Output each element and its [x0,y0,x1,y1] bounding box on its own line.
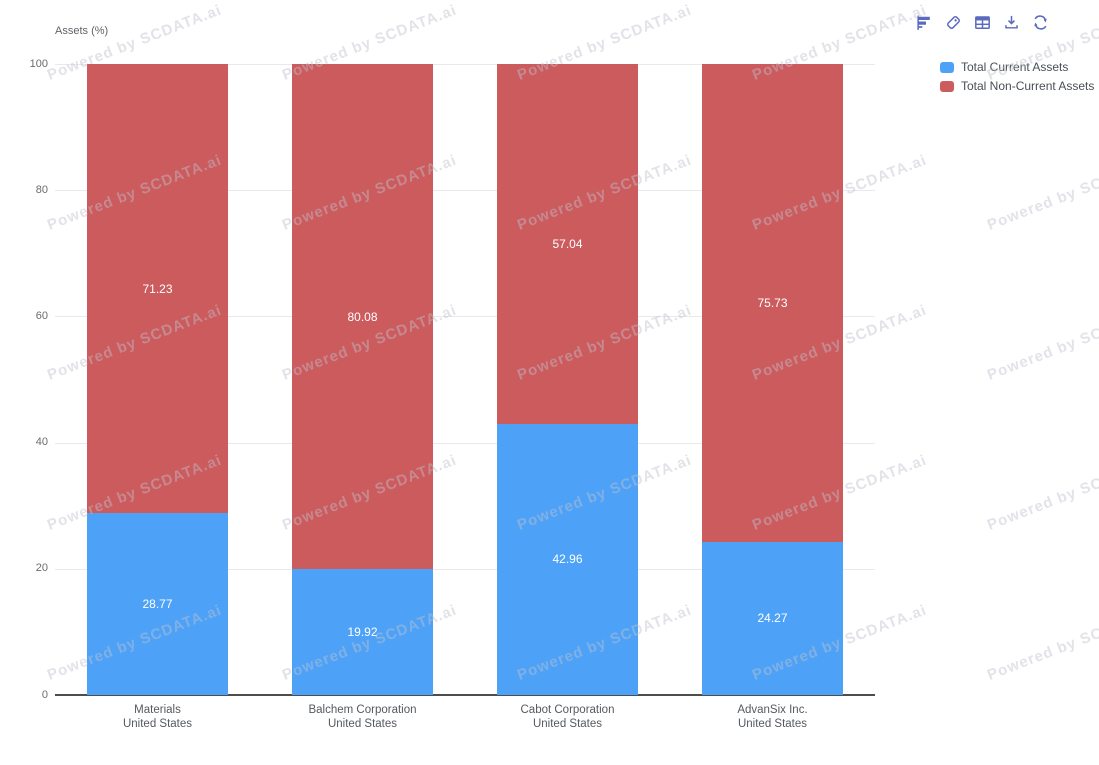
x-axis-label: Materials United States [48,703,268,732]
x-axis-label: Cabot Corporation United States [458,703,678,732]
bar-value-label: 75.73 [757,295,788,310]
bar-segment[interactable] [702,64,843,542]
watermark-text: Powered by SCDATA.ai [985,601,1099,684]
bar-segment[interactable] [497,423,638,695]
watermark-text: Powered by SCDATA.ai [985,151,1099,234]
x-axis-line [55,694,875,696]
x-axis-label-line: Balchem Corporation [308,704,417,716]
legend-item[interactable]: Total Non-Current Assets [940,79,1094,93]
legend: Total Current Assets Total Non-Current As… [940,60,1094,93]
bar-value-label: 80.08 [347,309,378,324]
gridline [55,190,875,192]
gridline [55,64,875,65]
gridline [55,568,875,570]
x-axis-label-line: United States [327,718,398,731]
y-tick-label: 0 [41,688,48,701]
watermark-text: Powered by SCDATA.ai [985,451,1099,534]
data-table-icon [974,15,990,29]
bar-value-label: 19.92 [347,625,378,640]
x-axis-label: Balchem Corporation United States [253,703,473,732]
x-axis-label-line: United States [122,718,193,731]
bar-segment[interactable] [497,64,638,424]
bar-value-label: 57.04 [552,236,583,251]
y-tick-label: 100 [29,57,48,70]
x-axis-label-line: United States [532,718,603,731]
y-tick-label: 20 [35,562,48,575]
horizontal-bar-chart-button[interactable] [915,13,933,31]
y-tick-label: 80 [35,183,48,196]
legend-item[interactable]: Total Current Assets [940,60,1094,74]
x-axis-label-line: AdvanSix Inc. [737,704,808,716]
x-axis-label-line: Materials [134,704,181,716]
tag-icon [946,15,960,29]
tag-button[interactable] [944,13,962,31]
gridline [55,442,875,444]
data-table-button[interactable] [973,13,991,31]
legend-swatch [940,61,954,73]
bar-segment[interactable] [87,64,228,514]
download-button[interactable] [1002,13,1020,31]
download-icon [1004,15,1018,29]
gridline [55,316,875,318]
bar-value-label: 71.23 [142,281,173,296]
x-axis-label: AdvanSix Inc. United States [663,703,883,732]
horizontal-bar-chart-icon [916,15,930,30]
bar-value-label: 42.96 [552,552,583,567]
legend-swatch [940,80,954,92]
refresh-button[interactable] [1031,13,1049,31]
x-axis-label-line: Cabot Corporation [520,704,615,716]
legend-label: Total Current Assets [961,60,1069,74]
x-axis-label-line: United States [737,718,808,731]
legend-label: Total Non-Current Assets [961,79,1095,93]
y-axis-title: Assets (%) [55,25,109,37]
watermark-text: Powered by SCDATA.ai [985,301,1099,384]
refresh-icon [1033,14,1047,30]
y-tick-label: 60 [35,309,48,322]
bar-value-label: 28.77 [142,597,173,612]
bar-value-label: 24.27 [757,611,788,626]
bar-segment[interactable] [292,64,433,570]
y-tick-label: 40 [35,436,48,449]
bar-segment[interactable] [702,541,843,695]
chart-toolbar [915,13,1049,31]
bar-segment[interactable] [292,569,433,695]
bar-segment[interactable] [87,513,228,695]
